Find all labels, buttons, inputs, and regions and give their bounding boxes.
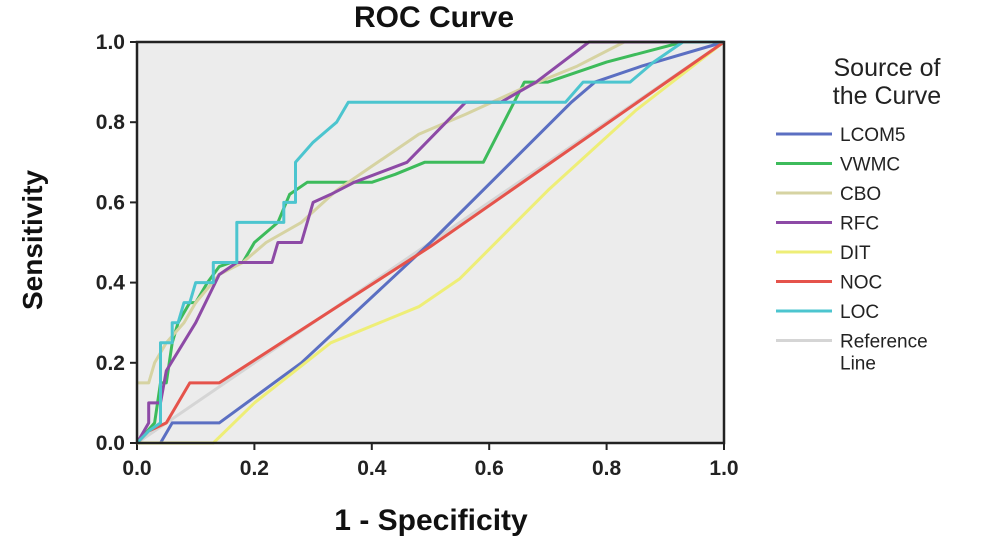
legend-label-rfc: RFC [840, 214, 879, 235]
plot-area: 0.0 0.2 0.4 0.6 0.8 1.0 0.0 0.2 0.4 0.6 0.8 1.0 [96, 31, 739, 480]
y-tick-label: 0.0 [96, 432, 125, 455]
y-tick-label: 0.2 [96, 352, 125, 375]
series-line-lcom5 [137, 40, 725, 445]
y-tick-label: 0.6 [96, 191, 125, 214]
series-line-loc [135, 40, 724, 445]
series-line-cbo [137, 40, 724, 385]
legend-label-noc: NOC [840, 273, 882, 294]
legend-label-loc: LOC [840, 302, 879, 323]
legend-label-dit: DIT [840, 243, 871, 264]
y-tick-label: 0.4 [96, 272, 126, 295]
y-tick-label: 1.0 [96, 31, 125, 54]
x-tick-label: 0.2 [240, 457, 269, 480]
legend-label-vwmc: VWMC [840, 155, 900, 176]
x-tick-label: 1.0 [709, 457, 738, 480]
plot-frame [135, 40, 726, 445]
x-tick-label: 0.6 [475, 457, 504, 480]
legend: Source of the Curve LCOM5 VWMC CBO RFC DIT NOC L… [776, 54, 941, 375]
x-tick-label: 0.0 [122, 457, 151, 480]
y-axis-label: Sensitivity [17, 170, 48, 310]
series-line-dit [137, 40, 725, 445]
x-axis-label: 1 - Specificity [334, 504, 528, 537]
x-tick-label: 0.4 [357, 457, 387, 480]
y-tick-label: 0.8 [96, 111, 126, 134]
chart-title: ROC Curve [354, 1, 514, 34]
legend-label-lcom5: LCOM5 [840, 125, 905, 146]
legend-label-reference-line: Reference Line [840, 332, 928, 375]
legend-label-cbo: CBO [840, 184, 881, 205]
legend-title: Source of the Curve [833, 54, 941, 110]
x-tick-label: 0.8 [592, 457, 622, 480]
